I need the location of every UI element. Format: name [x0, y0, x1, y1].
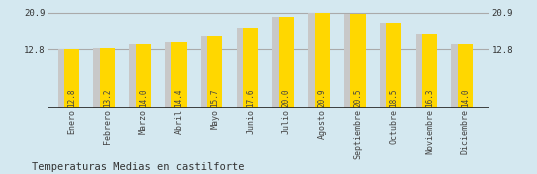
Bar	[351, 14, 366, 108]
Bar	[344, 14, 359, 108]
Text: 13.2: 13.2	[103, 88, 112, 106]
Text: 16.3: 16.3	[425, 88, 434, 106]
Text: 17.6: 17.6	[246, 88, 255, 106]
Bar	[93, 48, 108, 108]
Text: 14.4: 14.4	[175, 88, 184, 106]
Text: Temperaturas Medias en castilforte: Temperaturas Medias en castilforte	[32, 162, 245, 172]
Bar	[315, 13, 330, 108]
Bar	[165, 42, 180, 108]
Bar	[416, 34, 431, 108]
Text: 20.5: 20.5	[353, 88, 362, 106]
Text: 14.0: 14.0	[139, 88, 148, 106]
Bar	[422, 34, 437, 108]
Text: 14.0: 14.0	[461, 88, 470, 106]
Bar	[458, 44, 473, 108]
Bar	[380, 23, 395, 108]
Bar	[272, 17, 287, 108]
Bar	[386, 23, 401, 108]
Bar	[129, 44, 144, 108]
Bar	[308, 13, 323, 108]
Bar	[64, 49, 79, 108]
Bar	[243, 27, 258, 108]
Bar	[57, 49, 72, 108]
Text: 18.5: 18.5	[389, 88, 398, 106]
Bar	[136, 44, 151, 108]
Bar	[100, 48, 115, 108]
Bar	[452, 44, 467, 108]
Text: 20.0: 20.0	[282, 88, 291, 106]
Text: 20.9: 20.9	[318, 88, 326, 106]
Bar	[171, 42, 186, 108]
Bar	[279, 17, 294, 108]
Text: 12.8: 12.8	[67, 88, 76, 106]
Bar	[207, 36, 222, 108]
Bar	[201, 36, 216, 108]
Text: 15.7: 15.7	[211, 88, 219, 106]
Bar	[237, 27, 252, 108]
